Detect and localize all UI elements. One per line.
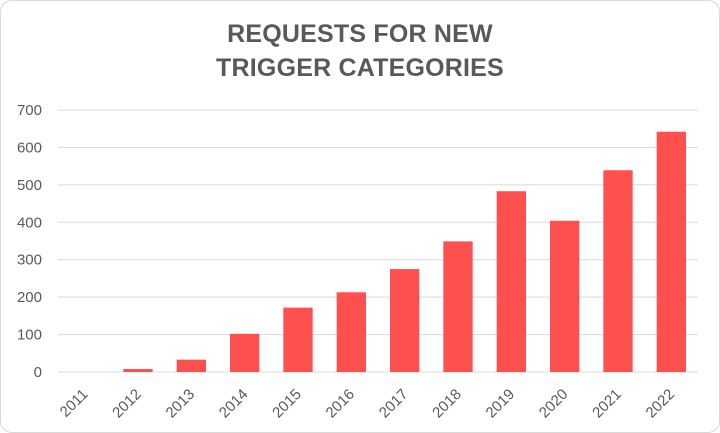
bars bbox=[123, 131, 686, 372]
y-tick-label: 200 bbox=[17, 289, 42, 306]
x-tick-label: 2018 bbox=[429, 386, 465, 422]
x-axis: 2011 2012 2013 2014 2015 2016 2017 2018 2019 2020… bbox=[57, 386, 679, 422]
bar-2022 bbox=[656, 131, 686, 372]
y-tick-label: 400 bbox=[17, 214, 42, 231]
x-tick-label: 2016 bbox=[323, 386, 359, 422]
x-tick-label: 2017 bbox=[376, 386, 412, 422]
x-tick-label: 2014 bbox=[216, 386, 252, 422]
y-tick-label: 300 bbox=[17, 252, 42, 269]
bar-2021 bbox=[603, 170, 633, 372]
y-tick-label: 100 bbox=[17, 327, 42, 344]
bar-2015 bbox=[283, 307, 313, 372]
bar-2017 bbox=[390, 269, 420, 372]
x-tick-label: 2013 bbox=[163, 386, 199, 422]
x-tick-label: 2019 bbox=[483, 386, 519, 422]
bar-2016 bbox=[336, 292, 366, 372]
y-tick-label: 500 bbox=[17, 177, 42, 194]
y-tick-label: 600 bbox=[17, 139, 42, 156]
bar-2012 bbox=[123, 369, 153, 372]
chart-title: REQUESTS FOR NEW TRIGGER CATEGORIES bbox=[1, 17, 719, 85]
chart-title-line-1: REQUESTS FOR NEW bbox=[227, 20, 493, 48]
chart-title-line-2: TRIGGER CATEGORIES bbox=[216, 54, 504, 82]
x-tick-label: 2015 bbox=[269, 386, 305, 422]
bar-2019 bbox=[496, 191, 526, 372]
y-tick-label: 700 bbox=[17, 102, 42, 119]
x-tick-label: 2020 bbox=[536, 386, 572, 422]
bar-2014 bbox=[230, 333, 260, 372]
bar-2020 bbox=[550, 220, 580, 372]
x-tick-label: 2011 bbox=[57, 386, 92, 421]
gridlines bbox=[58, 109, 698, 373]
y-tick-label: 0 bbox=[34, 364, 42, 381]
bar-2013 bbox=[176, 359, 206, 372]
x-tick-label: 2022 bbox=[643, 386, 679, 422]
x-tick-label: 2021 bbox=[589, 386, 625, 422]
y-axis: 0 100 200 300 400 500 600 700 bbox=[17, 102, 42, 381]
bar-2018 bbox=[443, 241, 473, 372]
x-tick-label: 2012 bbox=[109, 386, 145, 422]
